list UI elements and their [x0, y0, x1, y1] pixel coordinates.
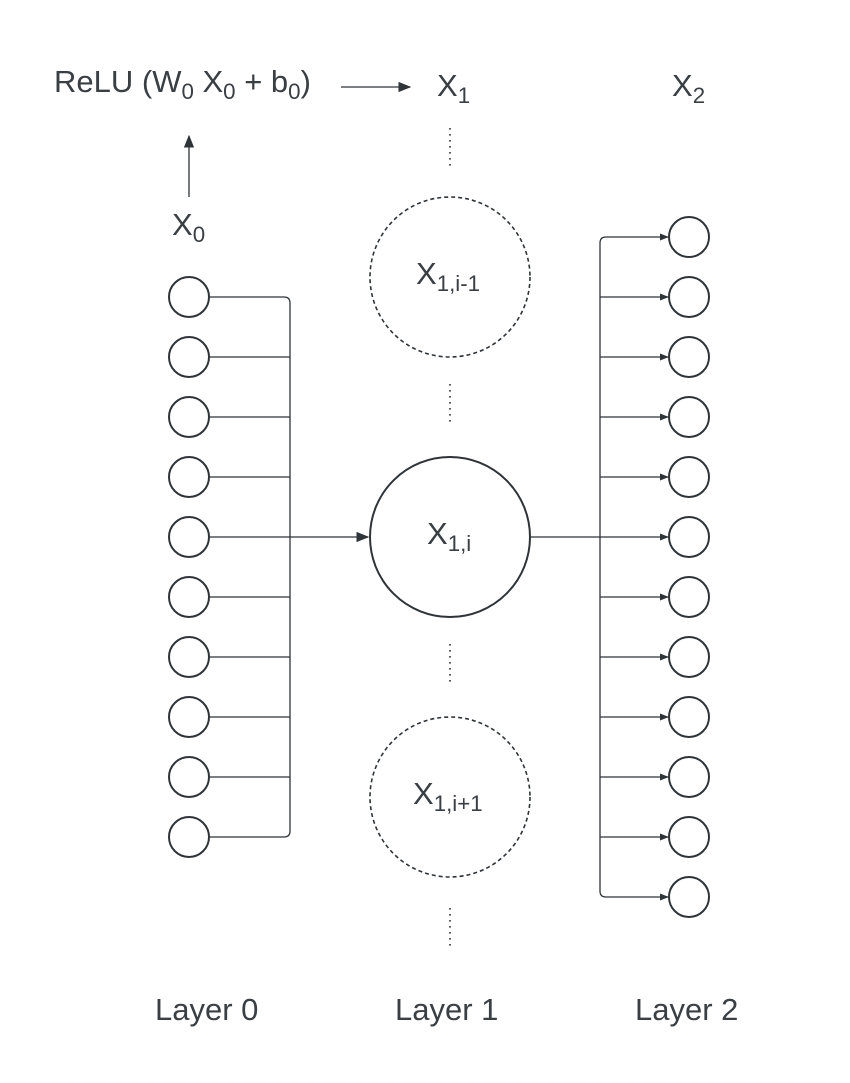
hidden-neuron	[369, 196, 531, 358]
input-neuron	[168, 396, 210, 438]
layer-label-1: Layer 1	[395, 992, 499, 1027]
hidden-neuron	[369, 716, 531, 878]
output-neuron	[668, 756, 710, 798]
input-neuron	[168, 576, 210, 618]
input-neuron	[168, 636, 210, 678]
output-neuron	[668, 336, 710, 378]
formula-b-subscript: 0	[288, 79, 301, 105]
neuron-nodes	[168, 196, 710, 918]
output-neuron	[668, 816, 710, 858]
relu-formula: ReLU (W0 X0 + b0)	[54, 64, 311, 103]
formula-prefix: ReLU (W	[54, 64, 182, 99]
node-label-x1-i-minus-1: X1,i-1	[416, 256, 481, 297]
output-connection	[599, 890, 669, 901]
formula-suffix: )	[300, 64, 311, 99]
vector-label-x0: X0	[172, 207, 206, 248]
input-connection	[209, 296, 291, 304]
formula-w-subscript: 0	[181, 79, 194, 105]
output-neuron	[668, 396, 710, 438]
output-neuron	[668, 276, 710, 318]
output-neuron	[668, 456, 710, 498]
input-neuron	[168, 336, 210, 378]
input-neuron	[168, 816, 210, 858]
vector-label-x1: X1	[437, 68, 471, 109]
input-connection	[209, 830, 291, 838]
output-neuron	[668, 696, 710, 738]
hidden-neuron	[369, 456, 531, 618]
input-neuron	[168, 456, 210, 498]
node-label-x1-i-plus-1: X1,i+1	[413, 776, 483, 817]
input-neuron	[168, 756, 210, 798]
formula-x: X	[193, 64, 224, 99]
layer-label-0: Layer 0	[155, 992, 259, 1027]
input-neuron	[168, 696, 210, 738]
input-neuron	[168, 276, 210, 318]
output-neuron	[668, 216, 710, 258]
layer-label-2: Layer 2	[635, 992, 739, 1027]
output-connection	[599, 233, 669, 244]
node-label-x1-i: X1,i	[427, 516, 472, 557]
input-neuron	[168, 516, 210, 558]
formula-x-subscript: 0	[223, 79, 236, 105]
output-neuron	[668, 576, 710, 618]
connection-lines	[183, 81, 669, 901]
formula-plus-b: + b	[235, 64, 289, 99]
output-neuron	[668, 516, 710, 558]
vector-label-x2: X2	[672, 68, 706, 109]
output-neuron	[668, 636, 710, 678]
output-neuron	[668, 876, 710, 918]
